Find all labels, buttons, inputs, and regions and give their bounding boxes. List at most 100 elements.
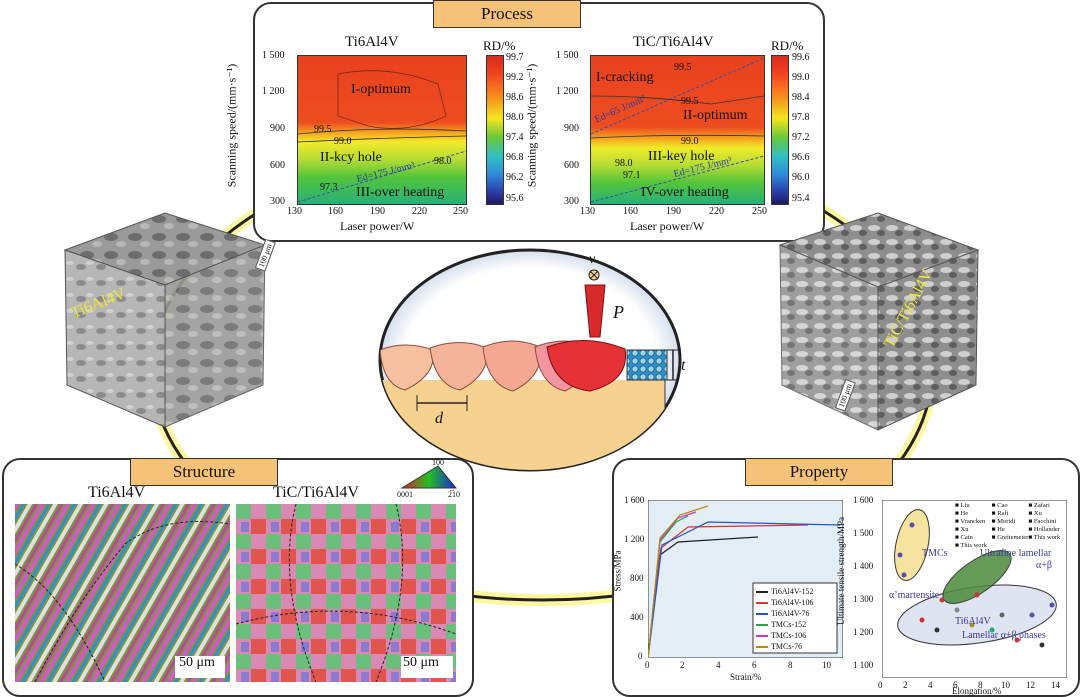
process-left-ytick-1: 1 500: [262, 50, 285, 61]
process-right-xtick-1: 130: [580, 206, 595, 217]
process-right-contour-2: 99.5: [681, 96, 699, 107]
uts-xtick-7: 12: [1026, 680, 1035, 690]
process-right-ytick-3: 900: [564, 123, 579, 134]
process-right-colorbar: [771, 55, 789, 205]
process-right-ytick-5: 300: [564, 196, 579, 207]
uts-ytick-3: 1 400: [853, 561, 874, 571]
stress-curve: [648, 505, 709, 658]
process-right-cbar-3: 98.4: [792, 92, 810, 103]
ipf-triangle: [400, 465, 458, 489]
uts-xtick-4: 6: [953, 680, 958, 690]
process-right-title: TiC/Ti6Al4V: [633, 34, 714, 50]
process-left-title: Ti6Al4V: [345, 34, 399, 50]
uts-legend-item: ■ Rafi: [991, 510, 1009, 517]
process-left-xlabel: Laser power/W: [340, 219, 415, 233]
uts-legend-item: ■ Greitemeier: [991, 534, 1029, 541]
stress-ytick-5: 0: [638, 651, 643, 661]
ipf-label-top: 10̅0: [432, 458, 444, 467]
process-right-cbar-5: 97.2: [792, 132, 810, 143]
uts-legend-item: ■ This work: [1028, 534, 1061, 541]
cube-left: [63, 212, 267, 428]
process-left-cbar-7: 96.2: [506, 172, 524, 183]
process-left-xtick-3: 190: [370, 206, 385, 217]
legend-swatch: [756, 613, 768, 616]
process-left-contour-3: 98.0: [434, 156, 452, 167]
uts-point: [1039, 642, 1045, 648]
process-right-ytick-1: 1 500: [556, 50, 579, 61]
legend-swatch: [756, 591, 768, 594]
process-right-region-1: I-cracking: [596, 70, 654, 85]
uts-point: [897, 552, 903, 558]
stress-ytick-3: 800: [630, 573, 644, 583]
stress-legend-item: TMCs-106: [756, 630, 814, 641]
process-left-cbar-2: 99.2: [506, 72, 524, 83]
uts-point: [939, 597, 945, 603]
process-right-xtick-3: 190: [666, 206, 681, 217]
stress-xlabel: Strain/%: [730, 672, 762, 682]
ebsd-map-right: [236, 504, 456, 682]
process-right-contour-svg: [591, 56, 764, 204]
cube-right: [778, 212, 980, 431]
uts-point: [1049, 602, 1055, 608]
process-left-ytick-3: 900: [270, 123, 285, 134]
process-left-cbar-3: 98.6: [506, 92, 524, 103]
uts-legend-item: ■ Moridi: [991, 518, 1016, 525]
uts-xtick-5: 8: [978, 680, 983, 690]
process-left-colorbar: [486, 55, 504, 205]
uts-legend-item: ■ Xu: [955, 526, 969, 533]
process-left-cbar-4: 98.0: [506, 112, 524, 123]
stress-xtick-1: 0: [645, 660, 650, 670]
stress-ylabel: Stress/MPa: [612, 550, 623, 592]
uts-annotation-ultrafine: Ultrafine lamellar: [980, 548, 1052, 559]
process-left-cbar-5: 97.4: [506, 132, 524, 143]
uts-legend: ■ Liu ■ Cao ■ Zafari ■ He ■ Rafi ■ Xu ■ Vranck…: [955, 502, 1065, 550]
process-right-rd-label: RD/%: [771, 38, 804, 53]
legend-label: TMCs-76: [771, 642, 803, 651]
uts-ytick-6: 1 100: [853, 660, 874, 670]
uts-legend-item: ■ He: [955, 510, 969, 517]
process-left-ytick-5: 300: [270, 196, 285, 207]
uts-xtick-2: 2: [903, 680, 908, 690]
process-left-cbar-8: 95.6: [506, 193, 524, 204]
uts-ytick-2: 1 500: [853, 528, 874, 538]
melt-track-schematic: [378, 248, 682, 472]
process-right-contour-3: 99.0: [681, 136, 699, 147]
uts-annotation-martensite: α’martensite: [889, 590, 940, 601]
process-right-ylabel: Scanning speed/(mm·s⁻¹): [524, 63, 539, 188]
process-right-region-3: III-key hole: [648, 149, 715, 164]
stress-legend-item: Ti6Al4V-106: [756, 597, 814, 608]
uts-legend-item: ■ This work: [955, 542, 987, 549]
process-right-cbar-4: 97.8: [792, 112, 810, 123]
process-right-xtick-5: 250: [752, 206, 767, 217]
uts-annotation-lamellar: Lamellar α+β phases: [962, 630, 1046, 641]
legend-swatch: [756, 635, 768, 638]
uts-point: [1014, 637, 1020, 643]
process-right-contour-map: I-cracking II-optimum III-key hole IV-ov…: [590, 55, 765, 205]
uts-ytick-5: 1 200: [853, 627, 874, 637]
ebsd-map-left: [15, 504, 230, 682]
uts-annotation-ti6al4v: Ti6Al4V: [955, 616, 991, 627]
stress-xtick-6: 10: [822, 660, 831, 670]
legend-label: Ti6Al4V-106: [771, 598, 814, 607]
process-left-xtick-1: 130: [287, 206, 302, 217]
stress-legend: Ti6Al4V-152 Ti6Al4V-106 Ti6Al4V-76 TMCs-152…: [756, 586, 814, 652]
process-right-cbar-7: 96.0: [792, 172, 810, 183]
schematic-t-label: t: [681, 357, 686, 374]
uts-point: [999, 612, 1005, 618]
structure-right-scale: 50 μm: [403, 655, 439, 670]
uts-ylabel: Ultimate tensile strength/MPa: [835, 517, 846, 625]
process-right-ytick-2: 1 200: [556, 86, 579, 97]
legend-label: TMCs-106: [771, 631, 807, 640]
stress-xtick-5: 8: [788, 660, 793, 670]
process-right-cbar-1: 99.6: [792, 52, 810, 63]
process-right-ytick-4: 600: [564, 160, 579, 171]
process-left-contour-svg: [298, 56, 466, 204]
uts-point: [954, 607, 960, 613]
process-left-contour-4: 97.3: [320, 182, 338, 193]
uts-xtick-6: 10: [1001, 680, 1010, 690]
stress-ytick-1: 1 600: [624, 495, 645, 505]
uts-legend-item: ■ Vrancken: [955, 518, 986, 525]
process-right-xlabel: Laser power/W: [630, 219, 705, 233]
stress-ytick-2: 1 200: [624, 534, 645, 544]
process-left-rd-label: RD/%: [483, 38, 516, 53]
